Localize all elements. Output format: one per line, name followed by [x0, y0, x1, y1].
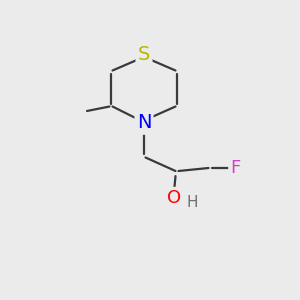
Text: S: S	[138, 44, 150, 64]
Text: F: F	[230, 159, 241, 177]
Text: N: N	[137, 113, 151, 133]
Text: O: O	[167, 189, 181, 207]
Text: H: H	[187, 195, 198, 210]
